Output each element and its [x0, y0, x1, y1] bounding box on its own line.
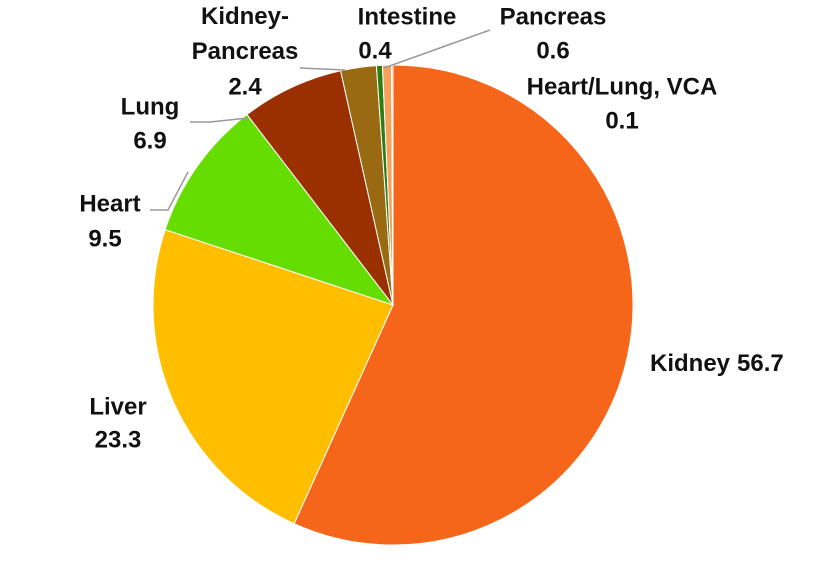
pie-slice — [152, 229, 394, 525]
category-label: Heart — [79, 190, 140, 217]
value-label: 0.4 — [358, 37, 392, 64]
category-label: Kidney — [650, 350, 731, 377]
category-label: Kidney-Pancreas — [192, 3, 299, 65]
category-label: Pancreas — [500, 3, 607, 30]
value-label: 9.5 — [88, 225, 121, 252]
data-label: Kidney 56.7 — [650, 350, 784, 377]
pie — [152, 64, 634, 546]
value-label: 6.9 — [133, 127, 166, 154]
leader-line — [190, 117, 249, 123]
leader-lines — [150, 29, 491, 211]
category-label: Liver — [89, 393, 146, 420]
leader-line — [383, 29, 491, 69]
value-label: 56.7 — [737, 350, 784, 377]
pie-slice — [164, 113, 395, 306]
pie-slice — [246, 70, 394, 306]
value-label: 0.1 — [605, 107, 638, 134]
pie-slice — [293, 64, 634, 546]
leader-line — [150, 171, 189, 211]
value-label: 23.3 — [95, 426, 142, 453]
value-label: 0.6 — [536, 37, 569, 64]
category-label: Intestine — [358, 3, 457, 30]
value-label: 2.4 — [228, 73, 262, 100]
leader-line — [299, 67, 346, 71]
category-label: Heart/Lung, VCA — [527, 73, 718, 100]
category-label: Lung — [121, 93, 180, 120]
